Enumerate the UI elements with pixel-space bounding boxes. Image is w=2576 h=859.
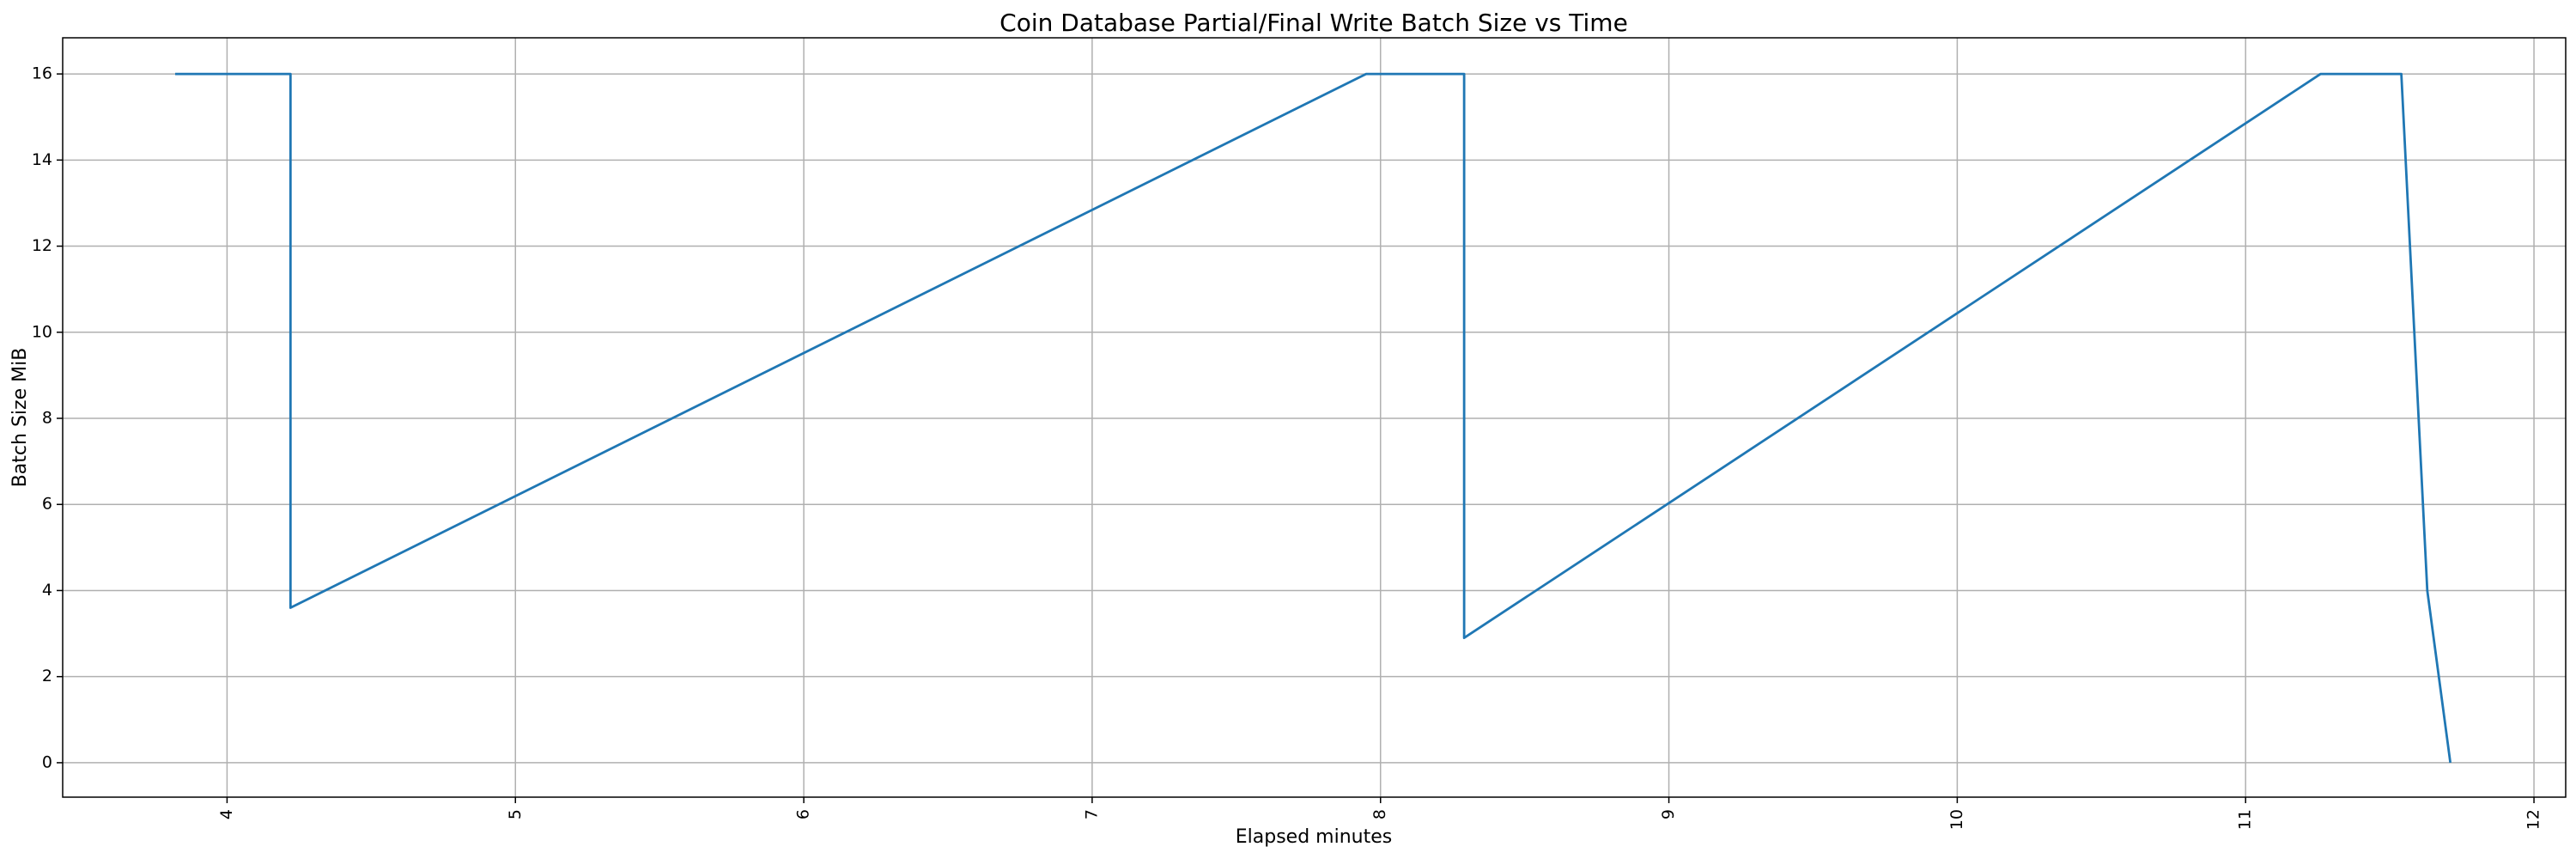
y-tick-label: 2 — [42, 667, 52, 685]
x-tick-label: 7 — [1082, 809, 1101, 819]
x-tick-label: 8 — [1370, 809, 1389, 819]
plot-frame — [62, 37, 2567, 798]
y-tick-label: 12 — [32, 236, 52, 255]
y-tick-label: 0 — [42, 752, 52, 771]
y-tick-label: 8 — [42, 409, 52, 428]
x-tick-label: 10 — [1947, 809, 1966, 830]
y-tick-label: 4 — [42, 581, 52, 600]
x-tick-label: 12 — [2524, 809, 2543, 830]
x-tick-label: 9 — [1659, 809, 1678, 819]
y-tick-label: 16 — [32, 64, 52, 83]
y-axis-label: Batch Size MiB — [9, 348, 31, 488]
x-tick-label: 4 — [217, 809, 236, 819]
y-tick-label: 10 — [32, 322, 52, 341]
x-tick-label: 11 — [2236, 809, 2255, 830]
x-tick-label: 5 — [506, 809, 525, 819]
data-line — [174, 72, 2452, 764]
x-axis-label: Elapsed minutes — [1236, 826, 1392, 848]
y-tick-label: 6 — [42, 495, 52, 514]
y-tick-label: 14 — [32, 150, 52, 169]
x-tick-label: 6 — [794, 809, 813, 819]
chart-title: Coin Database Partial/Final Write Batch … — [999, 9, 1628, 37]
